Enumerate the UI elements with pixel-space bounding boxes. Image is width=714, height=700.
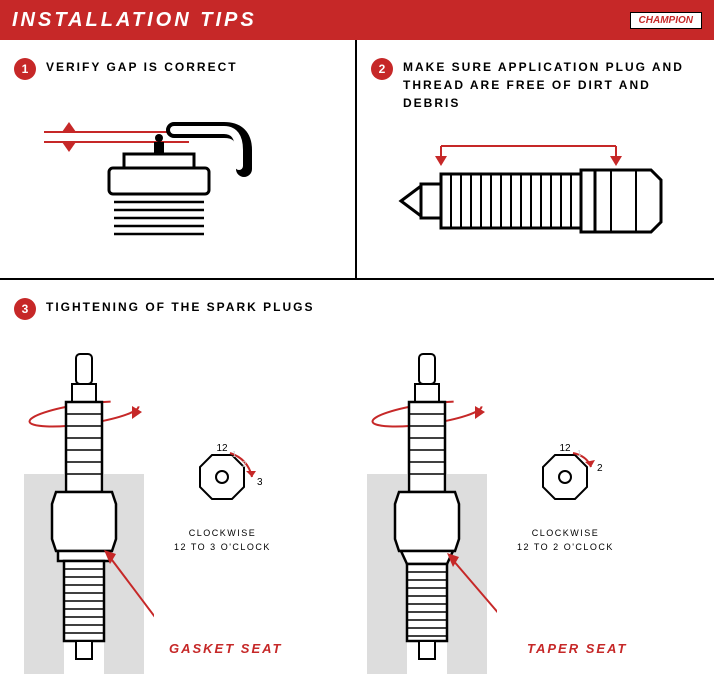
- clock-taper: 12 2 1 CLOCKWISE 12 TO 2 O'CLOCK: [517, 441, 614, 554]
- svg-text:1: 1: [577, 449, 582, 458]
- tightening-row: 12 3 1 2 CLOCKWISE 12 TO 3 O'CLOCK GASKE…: [14, 334, 700, 674]
- spark-plug-gasket-icon: [14, 344, 154, 674]
- step-text: VERIFY GAP IS CORRECT: [46, 58, 238, 76]
- step-header: 3 TIGHTENING OF THE SPARK PLUGS: [14, 298, 700, 320]
- step-text: TIGHTENING OF THE SPARK PLUGS: [46, 298, 314, 316]
- svg-text:2: 2: [242, 460, 247, 469]
- seat-label-gasket: GASKET SEAT: [169, 641, 283, 656]
- svg-text:3: 3: [257, 477, 262, 488]
- clock-gasket: 12 3 1 2 CLOCKWISE 12 TO 3 O'CLOCK: [174, 441, 271, 554]
- brand-badge: CHAMPION: [630, 12, 702, 29]
- clock-label: CLOCKWISE 12 TO 2 O'CLOCK: [517, 527, 614, 554]
- clock-label: CLOCKWISE 12 TO 3 O'CLOCK: [174, 527, 271, 554]
- header-bar: INSTALLATION TIPS CHAMPION: [0, 0, 714, 40]
- step-header: 1 VERIFY GAP IS CORRECT: [14, 58, 341, 80]
- panel-step-3: 3 TIGHTENING OF THE SPARK PLUGS: [0, 280, 714, 692]
- panel-step-1: 1 VERIFY GAP IS CORRECT: [0, 40, 357, 278]
- thread-illustration: [371, 126, 700, 271]
- gasket-seat-column: 12 3 1 2 CLOCKWISE 12 TO 3 O'CLOCK GASKE…: [14, 334, 357, 674]
- header-title: INSTALLATION TIPS: [12, 9, 257, 32]
- svg-text:12: 12: [560, 443, 572, 454]
- step-header: 2 MAKE SURE APPLICATION PLUG AND THREAD …: [371, 58, 700, 112]
- seat-label-taper: TAPER SEAT: [527, 641, 627, 656]
- taper-seat-column: 12 2 1 CLOCKWISE 12 TO 2 O'CLOCK TAPER S…: [357, 334, 700, 674]
- step-text: MAKE SURE APPLICATION PLUG AND THREAD AR…: [403, 58, 700, 112]
- step-number: 2: [371, 58, 393, 80]
- svg-text:1: 1: [232, 450, 237, 459]
- clock-icon: 12 3 1 2: [182, 441, 262, 521]
- svg-text:2: 2: [597, 463, 603, 474]
- step-number: 3: [14, 298, 36, 320]
- spark-plug-taper-icon: [357, 344, 497, 674]
- panel-step-2: 2 MAKE SURE APPLICATION PLUG AND THREAD …: [357, 40, 714, 278]
- top-row: 1 VERIFY GAP IS CORRECT: [0, 40, 714, 280]
- gap-illustration: [14, 94, 341, 249]
- clock-icon: 12 2 1: [525, 441, 605, 521]
- svg-text:12: 12: [217, 443, 229, 454]
- step-number: 1: [14, 58, 36, 80]
